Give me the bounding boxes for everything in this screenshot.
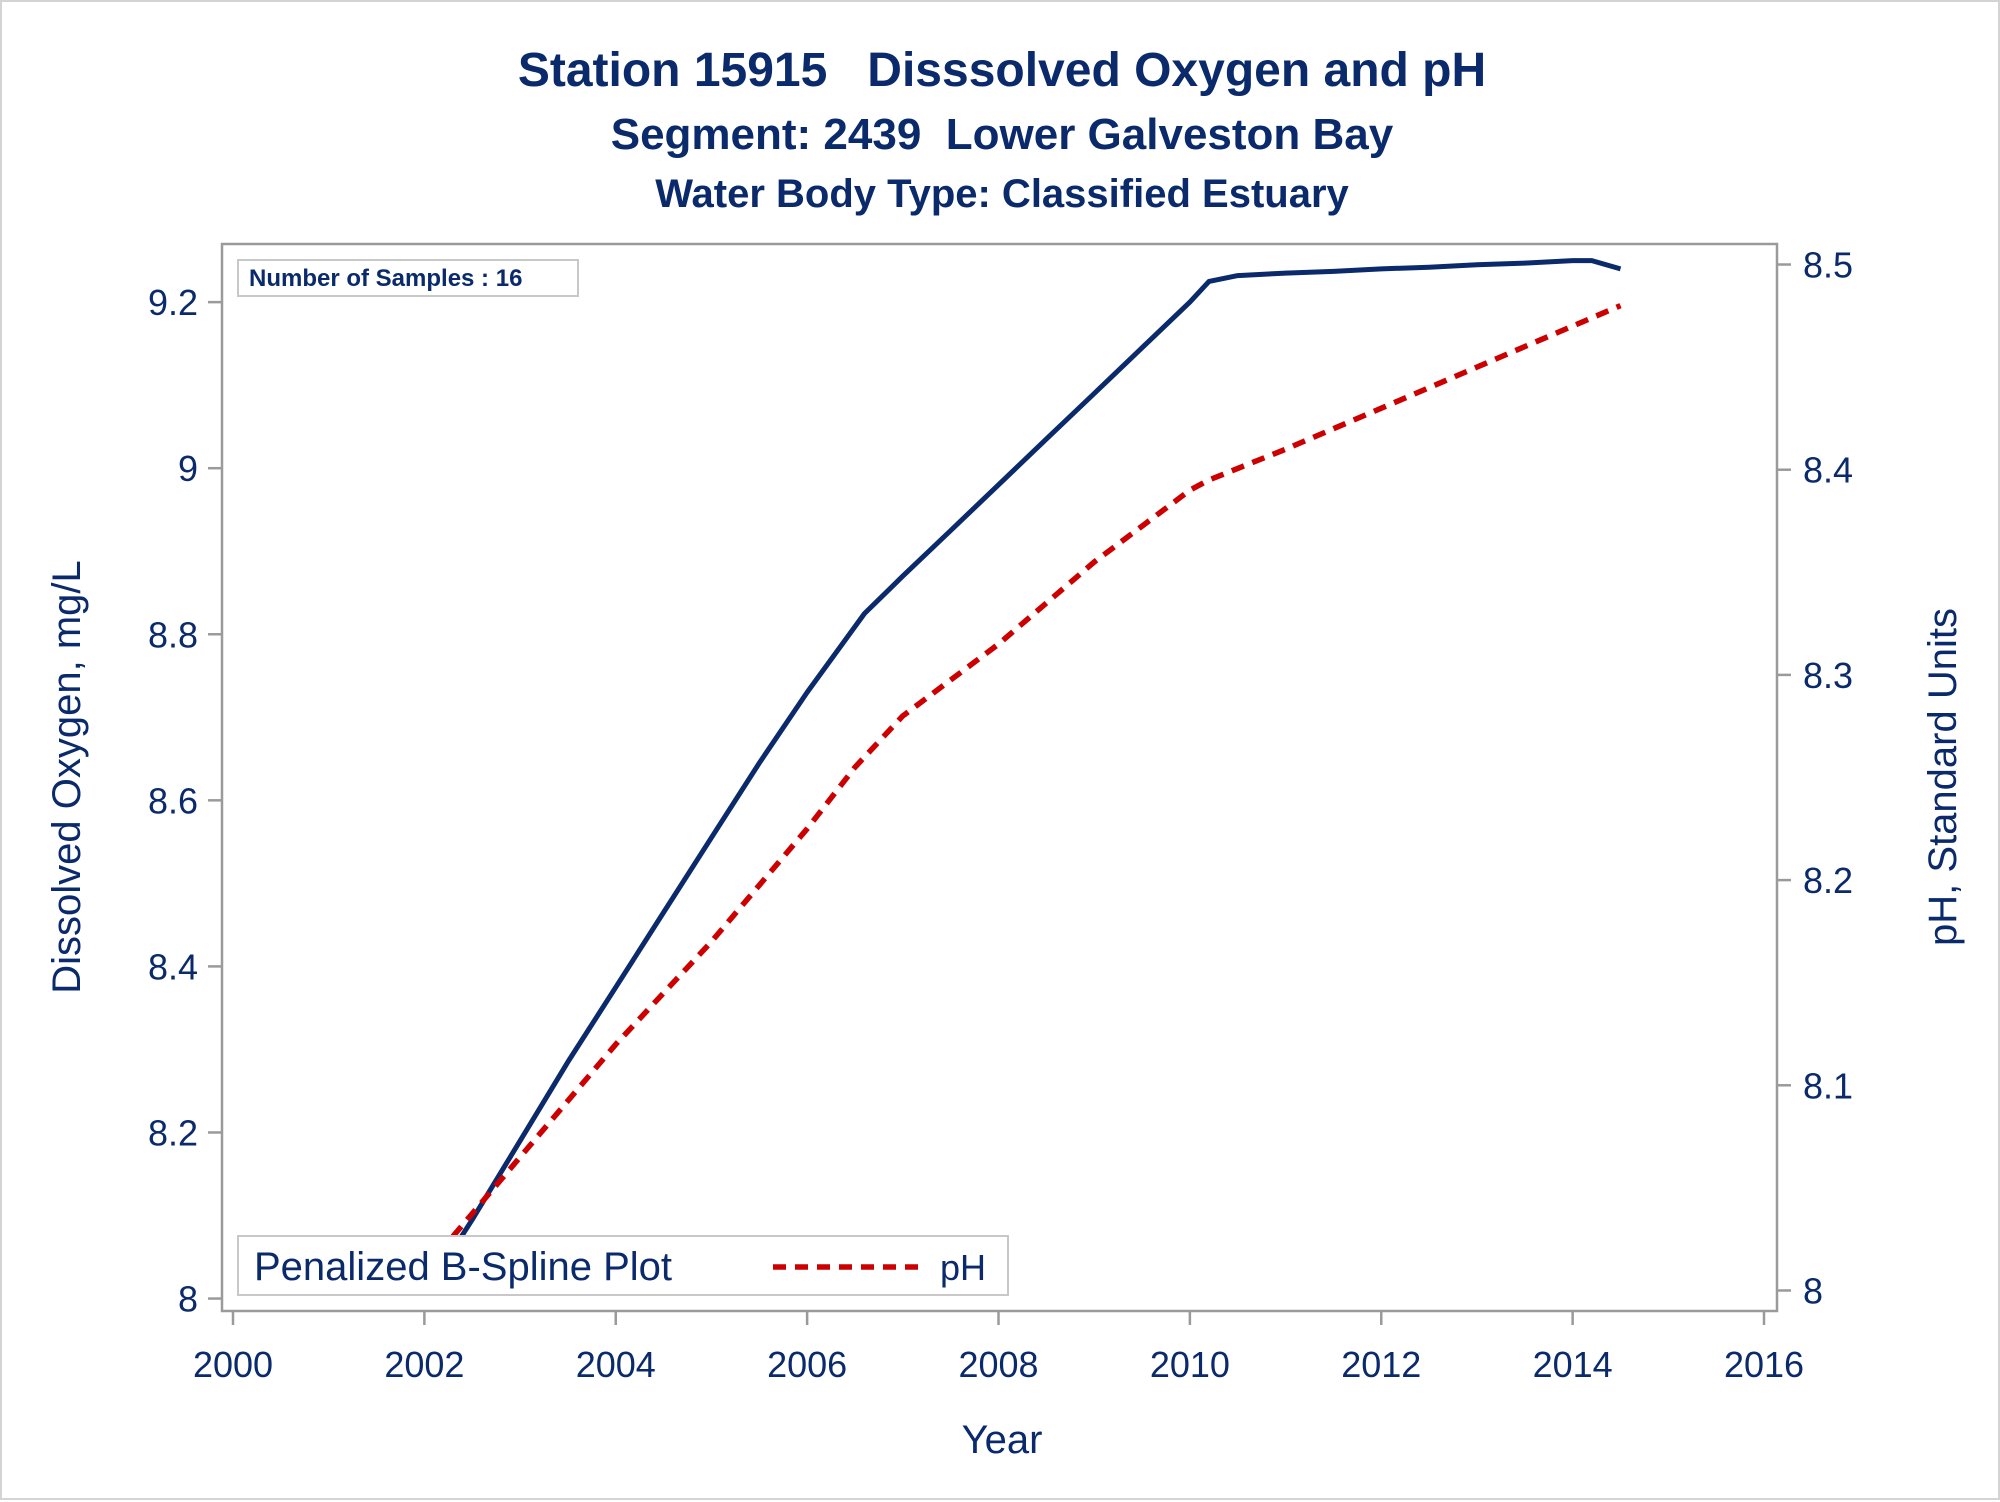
y-left-tick-label: 9 [178,448,198,489]
y-right-tick-label: 8.5 [1803,245,1853,286]
chart-title: Station 15915 Disssolved Oxygen and pH [518,44,1486,97]
x-tick-label: 2014 [1533,1344,1613,1385]
y-left-tick-label: 8.8 [148,614,198,655]
x-tick-label: 2002 [384,1344,464,1385]
x-axis-label: Year [962,1418,1043,1462]
annotation-text: Number of Samples : 16 [249,265,522,292]
x-tick-label: 2000 [193,1344,273,1385]
y-right-tick-label: 8.3 [1803,655,1853,696]
series-line-do [422,258,1622,1296]
x-tick-label: 2010 [1150,1344,1230,1385]
x-tick-label: 2004 [576,1344,656,1385]
y-right-tick-label: 8 [1803,1270,1823,1311]
y-axis-left: 8 8.2 8.4 8.6 8.8 9 9.2 [148,282,222,1320]
y-left-tick-label: 9.2 [148,282,198,323]
legend: Penalized B-Spline Plot pH [237,1235,1009,1296]
y-left-tick-label: 8 [178,1279,198,1320]
series-line-ph [422,303,1622,1272]
x-axis: 2000 2002 2004 2006 2008 2010 2012 2014 2016 [193,1311,1804,1385]
legend-box [237,1235,1009,1296]
x-tick-label: 2016 [1724,1344,1804,1385]
x-tick-label: 2008 [958,1344,1038,1385]
y-left-tick-label: 8.6 [148,780,198,821]
y-axis-left-label: Dissolved Oxygen, mg/L [45,560,89,994]
x-tick-label: 2012 [1341,1344,1421,1385]
series-layer [422,258,1622,1296]
y-right-tick-label: 8.1 [1803,1065,1853,1106]
y-axis-right-label: pH, Standard Units [1921,608,1965,946]
chart-subtitle-2: Water Body Type: Classified Estuary [655,172,1349,216]
y-axis-right: 8 8.1 8.2 8.3 8.4 8.5 [1777,245,1853,1311]
legend-ph-label: pH [940,1247,986,1288]
plot-area [220,242,1779,1313]
y-left-tick-label: 8.2 [148,1112,198,1153]
x-tick-label: 2006 [767,1344,847,1385]
y-left-tick-label: 8.4 [148,946,198,987]
y-right-tick-label: 8.4 [1803,450,1853,491]
annotation-box [237,259,579,297]
sample-count-annotation: Number of Samples : 16 [237,259,579,297]
legend-title: Penalized B-Spline Plot [254,1245,672,1289]
chart-subtitle: Segment: 2439 Lower Galveston Bay [611,110,1394,159]
y-right-tick-label: 8.2 [1803,860,1853,901]
